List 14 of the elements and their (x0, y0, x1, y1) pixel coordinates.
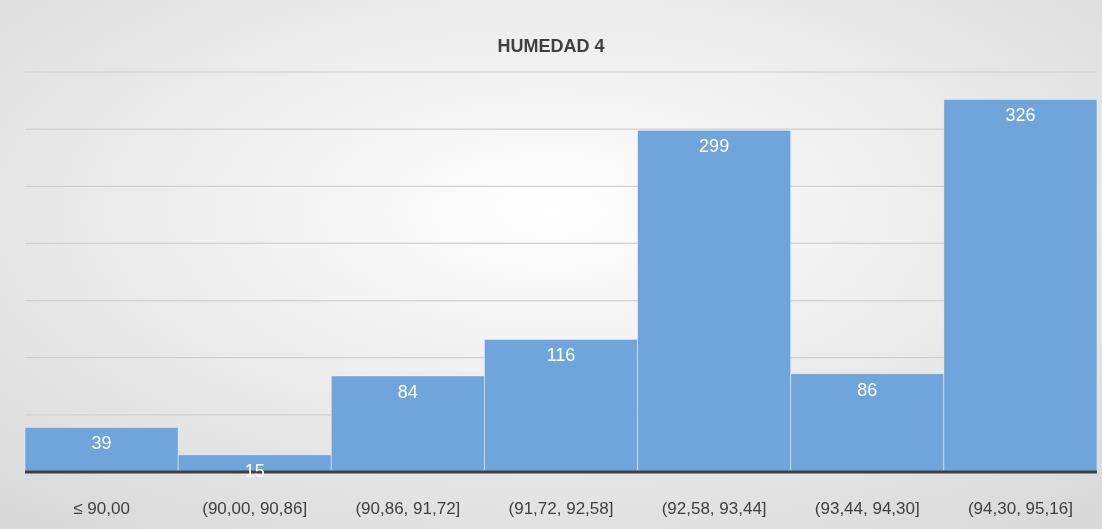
data-label: 299 (699, 136, 730, 157)
data-label: 39 (91, 433, 112, 454)
data-label: 86 (857, 379, 878, 400)
chart-title: HUMEDAD 4 (497, 36, 605, 56)
x-tick-label: (90,86, 91,72] (355, 499, 461, 518)
x-tick-label: (93,44, 94,30] (814, 499, 920, 518)
data-label: 326 (1005, 105, 1036, 126)
x-tick-label: (94,30, 95,16] (967, 499, 1073, 518)
x-tick-label: ≤ 90,00 (73, 499, 130, 518)
x-tick-label: (91,72, 92,58] (508, 499, 614, 518)
data-label: 116 (546, 345, 576, 366)
x-tick-label: (92,58, 93,44] (661, 499, 767, 518)
data-label: 84 (397, 382, 418, 402)
x-tick-label: (90,00, 90,86] (202, 499, 308, 518)
